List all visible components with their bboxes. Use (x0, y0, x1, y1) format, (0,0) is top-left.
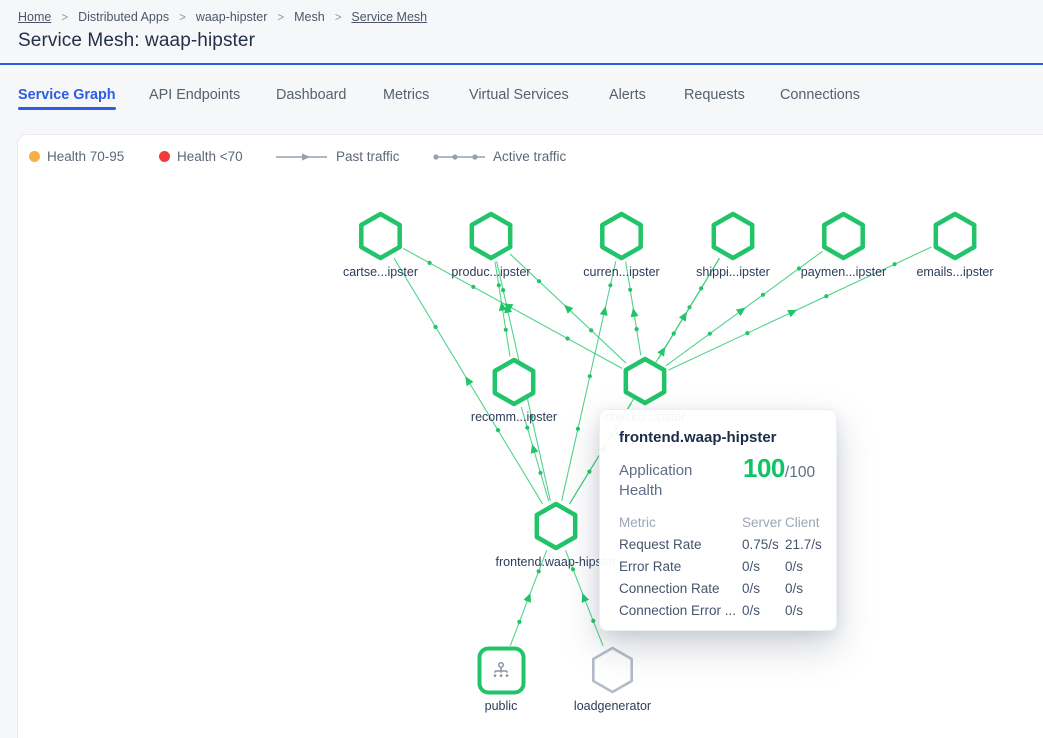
svg-text:shippi...ipster: shippi...ipster (696, 265, 770, 279)
svg-text:curren...ipster: curren...ipster (583, 265, 659, 279)
svg-text:produc...ipster: produc...ipster (451, 265, 530, 279)
svg-text:recomm...ipster: recomm...ipster (471, 410, 557, 424)
svg-text:emails...ipster: emails...ipster (916, 265, 993, 279)
svg-text:frontend.waap-hipster: frontend.waap-hipster (496, 555, 617, 569)
svg-text:cartse...ipster: cartse...ipster (343, 265, 418, 279)
svg-text:paymen...ipster: paymen...ipster (801, 265, 886, 279)
svg-text:loadgenerator: loadgenerator (574, 699, 651, 713)
svg-text:public: public (485, 699, 518, 713)
